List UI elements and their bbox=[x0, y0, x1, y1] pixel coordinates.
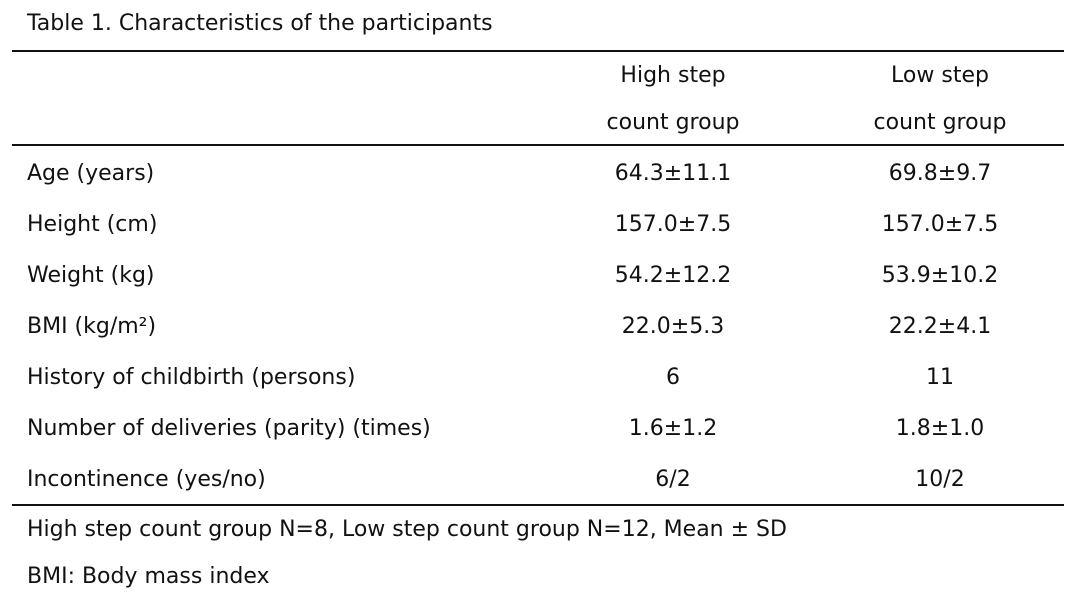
row-label: History of childbirth (persons) bbox=[27, 365, 356, 390]
row-label: Weight (kg) bbox=[27, 263, 155, 288]
table-row: Height (cm) 157.0±7.5 157.0±7.5 bbox=[0, 199, 1080, 250]
table-row: Weight (kg) 54.2±12.2 53.9±10.2 bbox=[0, 250, 1080, 301]
table-row: Number of deliveries (parity) (times) 1.… bbox=[0, 403, 1080, 454]
low-step-value: 1.8±1.0 bbox=[895, 416, 985, 441]
row-label: Number of deliveries (parity) (times) bbox=[27, 416, 431, 441]
high-step-value: 1.6±1.2 bbox=[628, 416, 718, 441]
high-step-value: 22.0±5.3 bbox=[621, 314, 725, 339]
table-footnote-bmi: BMI: Body mass index bbox=[27, 564, 270, 589]
high-step-value: 6 bbox=[666, 365, 680, 390]
low-step-value: 10/2 bbox=[915, 467, 965, 492]
column-header-high-line1: High step bbox=[620, 63, 726, 88]
row-label: Incontinence (yes/no) bbox=[27, 467, 266, 492]
row-label: Age (years) bbox=[27, 161, 155, 186]
high-step-value: 6/2 bbox=[655, 467, 691, 492]
table-row: Incontinence (yes/no) 6/2 10/2 bbox=[0, 454, 1080, 505]
low-step-value: 11 bbox=[926, 365, 954, 390]
table-row: BMI (kg/m²) 22.0±5.3 22.2±4.1 bbox=[0, 301, 1080, 352]
row-label: Height (cm) bbox=[27, 212, 158, 237]
column-header-low-line1: Low step bbox=[891, 63, 989, 88]
table-footnote-groups: High step count group N=8, Low step coun… bbox=[27, 517, 787, 542]
high-step-value: 157.0±7.5 bbox=[614, 212, 732, 237]
low-step-value: 22.2±4.1 bbox=[888, 314, 992, 339]
high-step-value: 54.2±12.2 bbox=[614, 263, 732, 288]
low-step-value: 157.0±7.5 bbox=[881, 212, 999, 237]
table-body: Age (years) 64.3±11.1 69.8±9.7 Height (c… bbox=[0, 148, 1080, 505]
column-header-high-line2: count group bbox=[606, 110, 740, 135]
high-step-value: 64.3±11.1 bbox=[614, 161, 732, 186]
table-row: Age (years) 64.3±11.1 69.8±9.7 bbox=[0, 148, 1080, 199]
table-title: Table 1. Characteristics of the particip… bbox=[27, 11, 493, 36]
table-row: History of childbirth (persons) 6 11 bbox=[0, 352, 1080, 403]
table-top-rule bbox=[12, 50, 1064, 52]
low-step-value: 69.8±9.7 bbox=[888, 161, 992, 186]
table-header-rule bbox=[12, 144, 1064, 146]
column-header-low-line2: count group bbox=[873, 110, 1007, 135]
row-label: BMI (kg/m²) bbox=[27, 314, 157, 339]
table-bottom-rule bbox=[12, 504, 1064, 506]
low-step-value: 53.9±10.2 bbox=[881, 263, 999, 288]
